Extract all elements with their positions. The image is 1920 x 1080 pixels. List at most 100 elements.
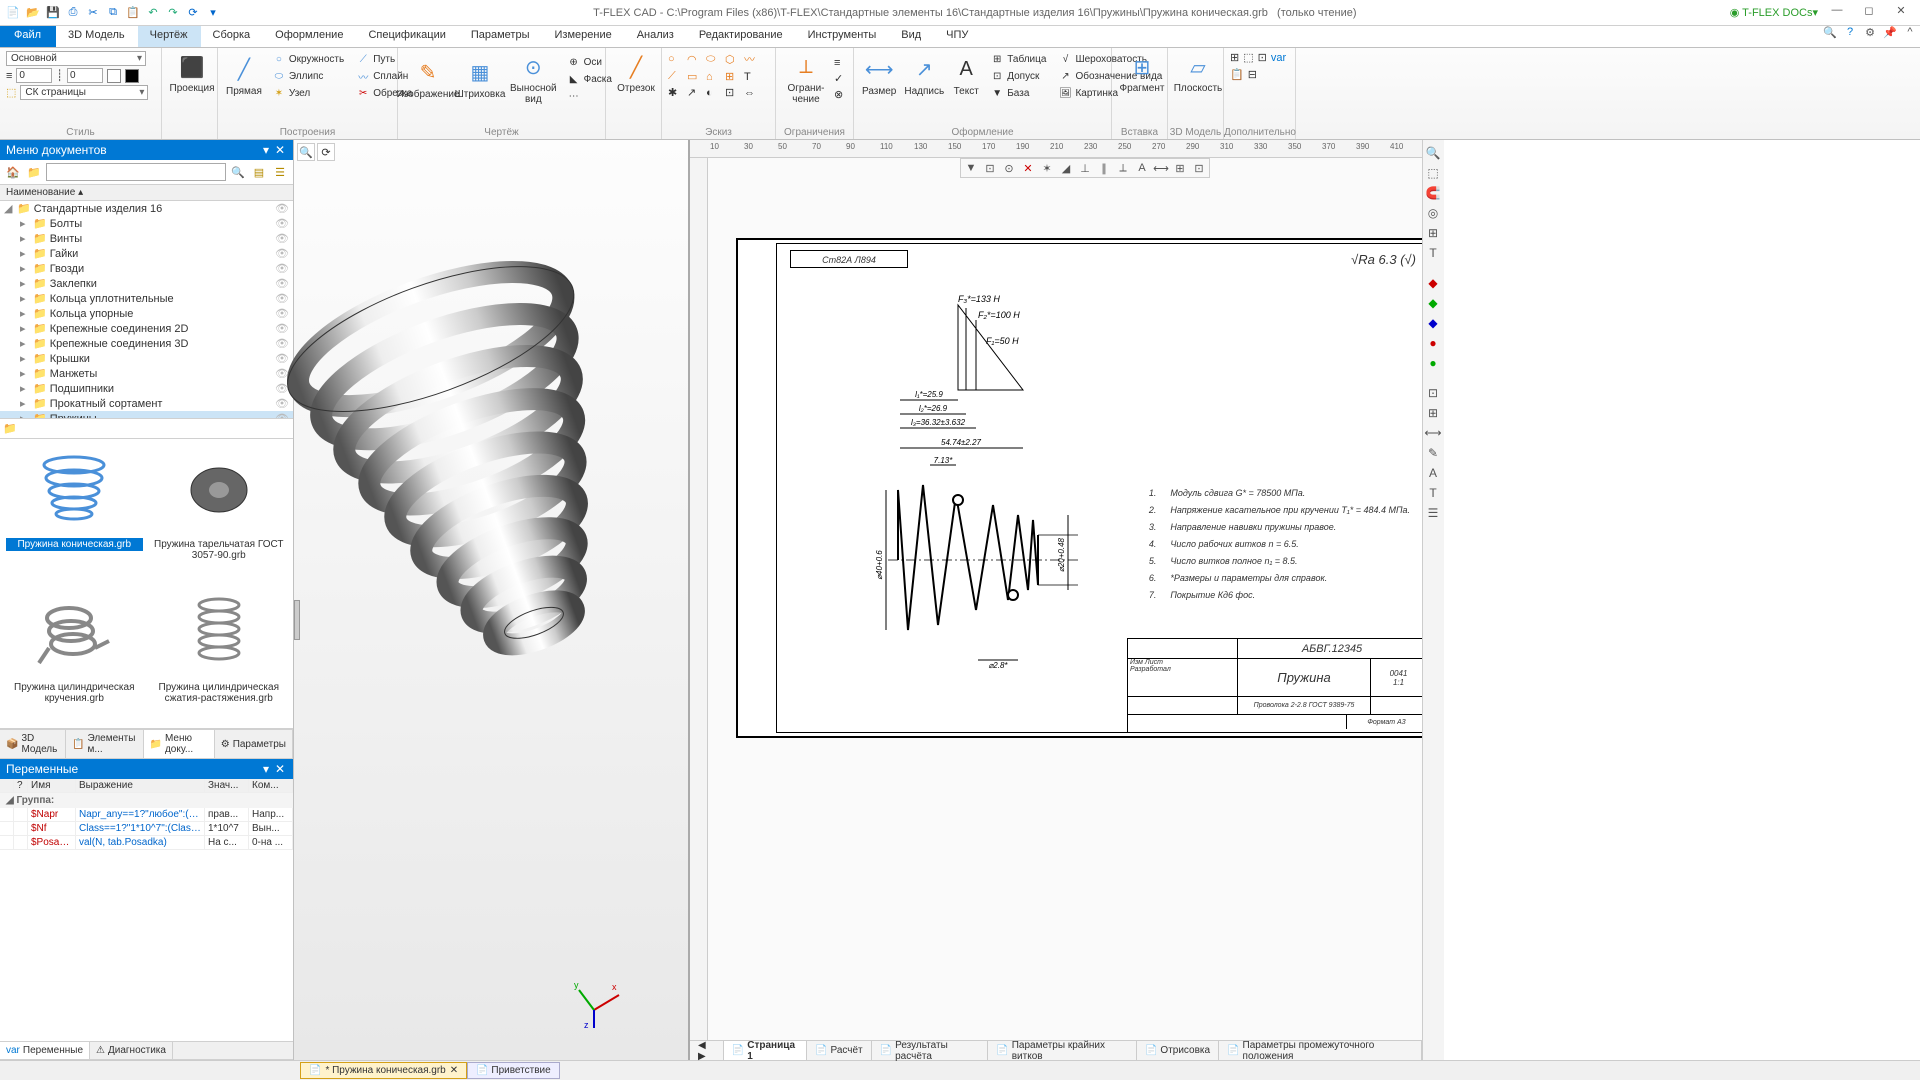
sk13[interactable]: ◐ (706, 87, 722, 99)
rb16[interactable]: A (1424, 464, 1442, 482)
dropdown-icon[interactable]: ▾ (204, 4, 222, 22)
snap8[interactable]: ∥ (1095, 160, 1113, 176)
thumb-compression[interactable]: Пружина цилиндрическая сжатия-растяжения… (151, 588, 288, 723)
var-row[interactable]: $Posac...val(N, tab.Posadka) На с...0-на… (0, 836, 293, 850)
tree-folder[interactable]: ▸📁Подшипники👁 (0, 381, 293, 396)
var-row[interactable]: $NaprNapr_any==1?"любое":(Napr==... прав… (0, 808, 293, 822)
snap2[interactable]: ⊡ (981, 160, 999, 176)
new-icon[interactable]: 📄 (4, 4, 22, 22)
drawing-viewport[interactable]: 1030507090110130150170190210230250270290… (690, 140, 1422, 1060)
doctab-welcome[interactable]: 📄 Приветствие (467, 1062, 560, 1079)
sk5[interactable]: 〰 (744, 51, 760, 67)
tab-file[interactable]: Файл (0, 26, 56, 47)
snap3[interactable]: ⊙ (1000, 160, 1018, 176)
sk1[interactable]: ○ (668, 53, 684, 65)
zoom-tool[interactable]: 🔍 (297, 143, 315, 161)
ellipse-button[interactable]: ⬭Эллипс (268, 68, 348, 84)
ptab-draw[interactable]: 📄Отрисовка (1137, 1041, 1219, 1060)
sk3[interactable]: ⬭ (706, 53, 722, 66)
btab-vars[interactable]: varПеременные (0, 1042, 90, 1059)
redo-icon[interactable]: ↷ (164, 4, 182, 22)
ptab-inter[interactable]: 📄Параметры промежуточного положения (1219, 1041, 1422, 1060)
orbit-tool[interactable]: ⟳ (317, 143, 335, 161)
c2[interactable]: ✓ (834, 72, 843, 85)
rb6[interactable]: T (1424, 244, 1442, 262)
rb8[interactable]: ◆ (1424, 294, 1442, 312)
sk15[interactable]: ⇔ (744, 87, 760, 99)
var-group[interactable]: ◢ Группа: (0, 793, 293, 808)
snap13[interactable]: ⊡ (1190, 160, 1208, 176)
tab-format[interactable]: Оформление (263, 26, 356, 47)
table-button[interactable]: ⊞Таблица (986, 51, 1050, 67)
search-input[interactable] (46, 163, 226, 181)
note-button[interactable]: ↗Надпись (902, 54, 946, 99)
ex2[interactable]: ⬚ (1243, 51, 1253, 64)
splitter[interactable] (294, 600, 300, 640)
rb13[interactable]: ⊞ (1424, 404, 1442, 422)
folder-icon[interactable]: 📁 (25, 163, 43, 181)
rb15[interactable]: ✎ (1424, 444, 1442, 462)
collapse-icon[interactable]: ^ (1900, 26, 1920, 47)
sk10[interactable]: T (744, 71, 760, 83)
c1[interactable]: ≡ (834, 57, 843, 69)
tab-params[interactable]: Параметры (459, 26, 543, 47)
thumb-disc[interactable]: Пружина тарельчатая ГОСТ 3057-90.grb (151, 445, 288, 580)
sk7[interactable]: ▭ (687, 70, 703, 83)
color-swatch[interactable] (125, 69, 139, 83)
rb17[interactable]: T (1424, 484, 1442, 502)
search-icon[interactable]: 🔍 (1820, 26, 1840, 47)
tree-folder[interactable]: ▸📁Винты👁 (0, 231, 293, 246)
tree-folder[interactable]: ▸📁Гайки👁 (0, 246, 293, 261)
ex5[interactable]: 📋 (1230, 68, 1244, 81)
var-row[interactable]: $NfClass==1?"1*10^7":(Class==2?"... 1*10… (0, 822, 293, 836)
ptab-calc[interactable]: 📄Расчёт (807, 1041, 872, 1060)
text-button[interactable]: AТекст (950, 54, 982, 99)
tab-drawing[interactable]: Чертёж (138, 26, 201, 47)
thickness1[interactable]: 0 (16, 68, 52, 83)
ptab-edge[interactable]: 📄Параметры крайних витков (988, 1041, 1137, 1060)
sk12[interactable]: ↗ (687, 86, 703, 99)
dash-icon[interactable]: ┊ (56, 69, 63, 82)
snap12[interactable]: ⊞ (1171, 160, 1189, 176)
tree-folder[interactable]: ▸📁Гвозди👁 (0, 261, 293, 276)
minimize-button[interactable]: — (1824, 4, 1850, 22)
saveall-icon[interactable]: ⎙ (64, 4, 82, 22)
snap9[interactable]: ⟂ (1114, 160, 1132, 176)
snap10[interactable]: A (1133, 160, 1151, 176)
tab-measure[interactable]: Измерение (543, 26, 625, 47)
tree-folder-springs[interactable]: ▸📁Пружины👁 (0, 411, 293, 419)
layer-combo[interactable]: СК страницы (20, 85, 148, 100)
home-icon[interactable]: 🏠 (4, 163, 22, 181)
projection-button[interactable]: ⬛ Проекция (168, 51, 216, 96)
tab-cnc[interactable]: ЧПУ (934, 26, 981, 47)
filter-icon[interactable]: ▤ (250, 163, 268, 181)
search-icon[interactable]: 🔍 (229, 163, 247, 181)
ptab-page1[interactable]: 📄Страница 1 (724, 1041, 807, 1060)
open-icon[interactable]: 📂 (24, 4, 42, 22)
tree-folder[interactable]: ▸📁Крепежные соединения 3D👁 (0, 336, 293, 351)
rb3[interactable]: 🧲 (1424, 184, 1442, 202)
tree-header[interactable]: Наименование ▴ (0, 185, 293, 201)
constraint-button[interactable]: ⟂Ограни- чение (782, 51, 830, 107)
tol-button[interactable]: ⊡Допуск (986, 68, 1050, 84)
tree-folder[interactable]: ▸📁Кольца упорные👁 (0, 306, 293, 321)
hatch-button[interactable]: ▦Штриховка (456, 57, 504, 102)
tree-folder[interactable]: ▸📁Кольца уплотнительные👁 (0, 291, 293, 306)
sk2[interactable]: ◠ (687, 53, 703, 66)
rb1[interactable]: 🔍 (1424, 144, 1442, 162)
layer-icon[interactable]: ⬚ (6, 86, 16, 99)
plane-button[interactable]: ▱Плоскость (1174, 51, 1222, 96)
tab-spec[interactable]: Спецификации (356, 26, 458, 47)
rb2[interactable]: ⬚ (1424, 164, 1442, 182)
node-button[interactable]: ✶Узел (268, 85, 348, 101)
circle-button[interactable]: ○Окружность (268, 51, 348, 67)
doctab-active[interactable]: 📄 * Пружина коническая.grb ✕ (300, 1062, 467, 1079)
snap4[interactable]: ✕ (1019, 160, 1037, 176)
tflex-docs-link[interactable]: ◉ T-FLEX DOCs▾ (1730, 6, 1818, 19)
rb10[interactable]: ● (1424, 334, 1442, 352)
snap5[interactable]: ✶ (1038, 160, 1056, 176)
snap7[interactable]: ⊥ (1076, 160, 1094, 176)
line-style-icon[interactable]: ≡ (6, 70, 12, 82)
rb11[interactable]: ● (1424, 354, 1442, 372)
segment-button[interactable]: ╱Отрезок (612, 51, 660, 96)
